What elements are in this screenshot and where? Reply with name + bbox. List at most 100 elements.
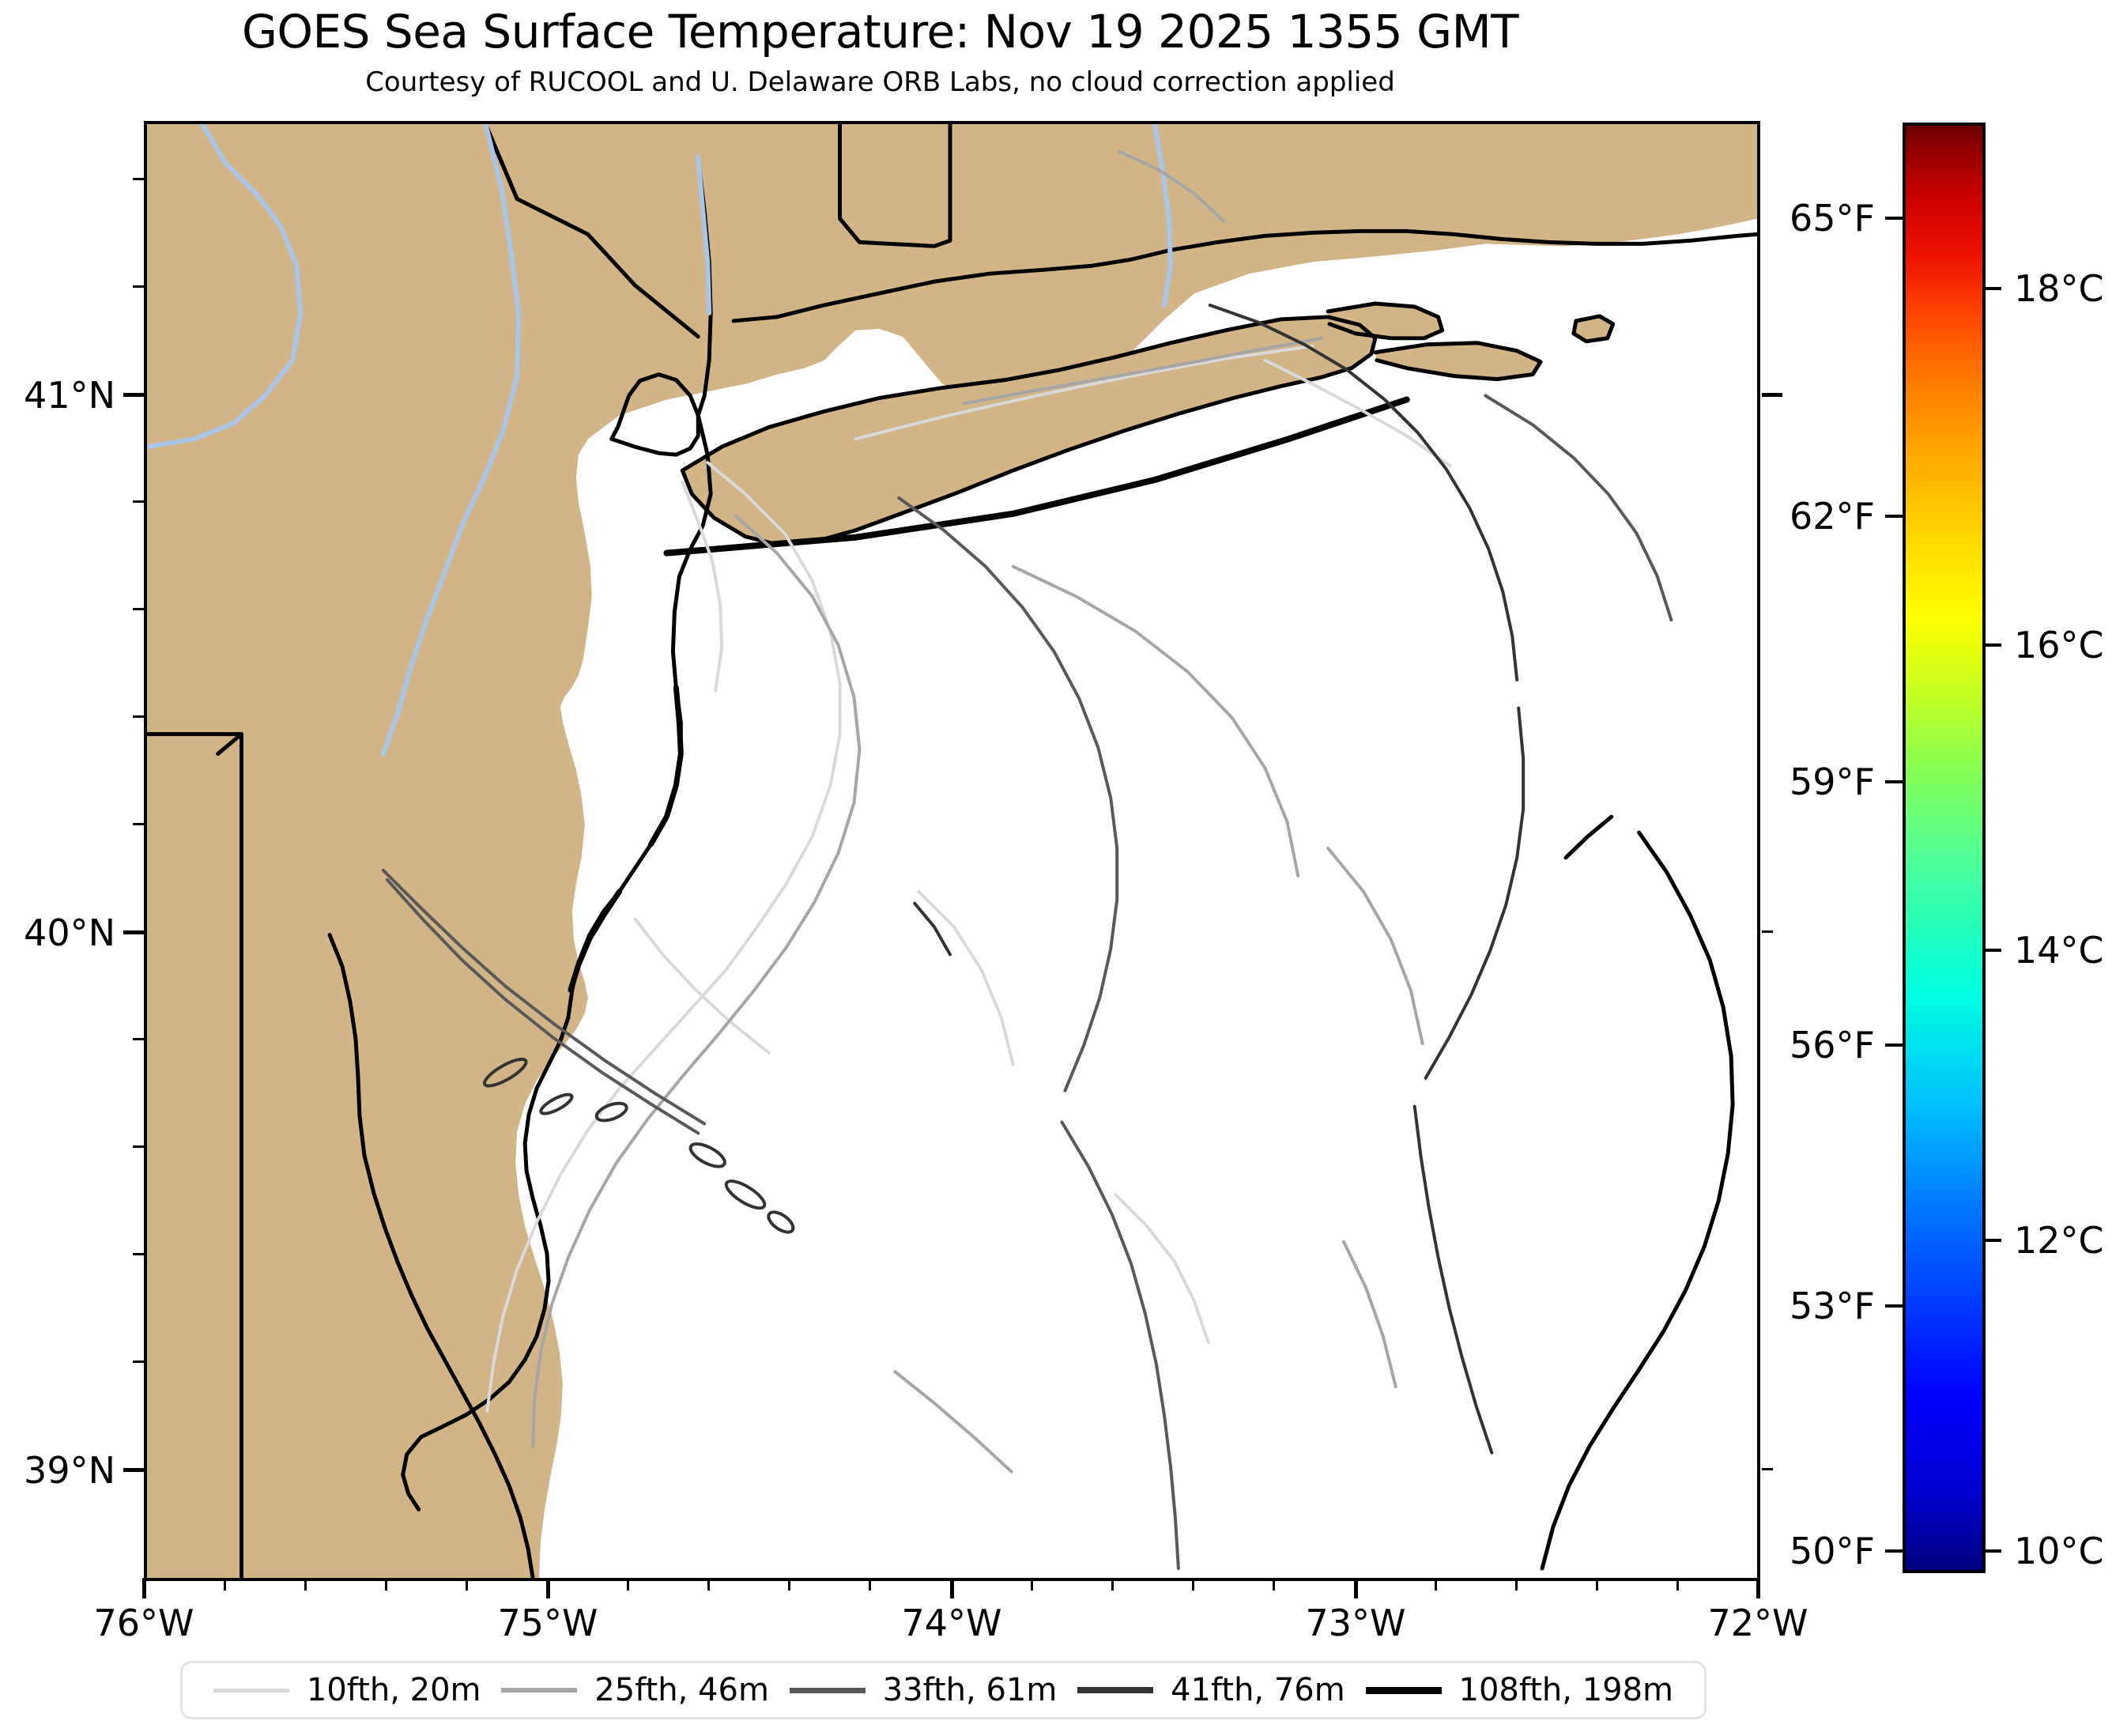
colorbar[interactable] [1903, 123, 1986, 1573]
colorbar-label-12c: 12°C [2014, 1219, 2104, 1262]
land-polygons [147, 124, 1757, 1578]
x-axis-label-73w: 73°W [1305, 1602, 1406, 1644]
x-tick-minor [224, 1579, 226, 1591]
y-tick-major-41n [123, 393, 144, 397]
page-subtitle: Courtesy of RUCOOL and U. Delaware ORB L… [365, 66, 1395, 98]
long-island-south-fork [1375, 342, 1541, 379]
contour-33fth-61m [897, 394, 1673, 1571]
y-axis-label-41n: 41°N [24, 374, 115, 417]
x-tick-minor [466, 1579, 468, 1591]
river-delaware-upper [147, 124, 304, 450]
coastline-block-island [1571, 314, 1616, 344]
legend-label: 41fth, 76m [1171, 1672, 1345, 1708]
y-tick-right-minor [1762, 930, 1773, 933]
x-tick-minor [1111, 1579, 1114, 1591]
x-tick-minor [1676, 1579, 1679, 1591]
colorbar-label-18c: 18°C [2014, 267, 2104, 310]
colorbar-label-65f: 65°F [1790, 197, 1875, 240]
y-tick-minor [133, 178, 144, 180]
colorbar-label-56f: 56°F [1790, 1024, 1875, 1066]
y-tick-minor [133, 1360, 144, 1363]
y-tick-right-41n [1762, 393, 1782, 397]
new-jersey-landmass [587, 124, 1757, 440]
mainland-landmass [147, 124, 1757, 1578]
block-island [1573, 315, 1613, 342]
legend-swatch-33fth [789, 1687, 866, 1693]
barrier-island-nj-north [648, 685, 684, 847]
y-axis-label-40n: 40°N [24, 911, 115, 954]
colorbar-tick-50f [1885, 1549, 1903, 1553]
y-axis-label-39n: 39°N [24, 1449, 115, 1492]
colorbar-tick-16c [1984, 643, 2001, 647]
y-tick-minor [133, 1253, 144, 1255]
legend-item[interactable]: 41fth, 76m [1077, 1672, 1345, 1708]
x-tick-minor [788, 1579, 790, 1591]
legend-swatch-41fth [1077, 1687, 1154, 1693]
legend-item[interactable]: 25fth, 46m [501, 1672, 769, 1708]
y-tick-minor [133, 823, 144, 825]
colorbar-label-62f: 62°F [1790, 495, 1875, 538]
y-tick-major-39n [123, 1468, 144, 1472]
colorbar-label-16c: 16°C [2014, 624, 2104, 666]
long-island-landmass [682, 316, 1375, 545]
colorbar-label-10c: 10°C [2014, 1530, 2104, 1572]
y-tick-minor [133, 715, 144, 718]
legend-label: 10fth, 20m [306, 1672, 481, 1708]
contour-shoal-blobs [482, 1057, 795, 1234]
x-tick-major-74w [950, 1578, 954, 1598]
colorbar-tick-14c [1984, 949, 2001, 952]
x-tick-major-73w [1354, 1578, 1358, 1598]
coastline-delaware-bay-west [327, 933, 535, 1578]
x-tick-minor [1273, 1579, 1275, 1591]
x-tick-minor [627, 1579, 629, 1591]
colorbar-label-50f: 50°F [1790, 1530, 1875, 1572]
map-plot-area[interactable] [144, 121, 1760, 1581]
colorbar-tick-53f [1885, 1304, 1903, 1308]
y-tick-minor [133, 500, 144, 503]
legend-label: 108fth, 198m [1458, 1672, 1674, 1708]
x-tick-major-75w [546, 1578, 550, 1598]
x-tick-minor [1031, 1579, 1033, 1591]
x-axis-label-74w: 74°W [901, 1602, 1002, 1644]
bathymetry-legend[interactable]: 10fth, 20m 25fth, 46m 33fth, 61m 41fth, … [180, 1661, 1707, 1719]
x-axis-label-75w: 75°W [497, 1602, 598, 1644]
x-tick-major-76w [142, 1578, 146, 1598]
colorbar-label-53f: 53°F [1790, 1285, 1875, 1327]
legend-item[interactable]: 10fth, 20m [213, 1672, 481, 1708]
coastline-li-north-fork [1326, 301, 1445, 341]
y-tick-minor [133, 1145, 144, 1148]
contour-10fth-20m [485, 344, 1452, 1413]
x-tick-minor [869, 1579, 871, 1591]
map-graphics [147, 124, 1757, 1578]
y-tick-minor [133, 1038, 144, 1040]
colorbar-tick-10c [1984, 1549, 2001, 1553]
colorbar-tick-59f [1885, 780, 1903, 783]
coastline-ny-harbor [609, 372, 700, 457]
x-axis-label-76w: 76°W [93, 1602, 194, 1644]
colorbar-tick-18c [1984, 287, 2001, 290]
legend-swatch-10fth [213, 1688, 289, 1693]
colorbar-label-59f: 59°F [1790, 760, 1875, 803]
state-border-md-nj [216, 732, 244, 757]
colorbar-tick-56f [1885, 1043, 1903, 1047]
river-delaware-lower [380, 124, 522, 757]
contour-25fth-46m [531, 149, 1424, 1474]
colorbar-tick-65f [1885, 217, 1903, 220]
legend-label: 25fth, 46m [594, 1672, 769, 1708]
long-island-north-fork [1328, 304, 1443, 338]
rivers [147, 124, 1173, 757]
barrier-island-long-beach [663, 396, 1410, 557]
x-tick-minor [1192, 1579, 1194, 1591]
river-hudson [696, 154, 712, 315]
legend-item[interactable]: 108fth, 198m [1365, 1672, 1674, 1708]
contour-108fth-198m [1540, 814, 1735, 1571]
x-tick-minor [385, 1579, 387, 1591]
coastline-connecticut [731, 228, 1757, 323]
legend-item[interactable]: 33fth, 61m [789, 1672, 1058, 1708]
contour-41fth-76m [913, 304, 1526, 1455]
legend-label: 33fth, 61m [882, 1672, 1058, 1708]
river-connecticut [1152, 124, 1173, 308]
y-tick-right-minor [1762, 1468, 1773, 1470]
x-tick-minor [1515, 1579, 1518, 1591]
x-axis-label-72w: 72°W [1707, 1602, 1808, 1644]
